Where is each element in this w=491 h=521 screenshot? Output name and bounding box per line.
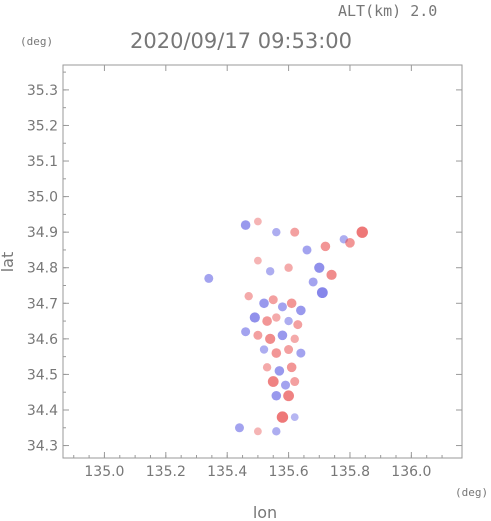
data-point	[262, 363, 272, 372]
x-tick-label: 135.0	[84, 464, 124, 480]
data-point	[262, 316, 272, 326]
data-point	[234, 423, 244, 433]
data-point	[302, 245, 312, 255]
x-tick-label: 135.4	[207, 464, 247, 480]
data-point	[290, 413, 299, 421]
x-tick-label: 136.0	[391, 464, 431, 480]
data-point	[290, 334, 299, 344]
data-point	[240, 220, 251, 230]
data-point	[284, 345, 294, 355]
data-point	[283, 390, 294, 402]
y-tick-label: 35.2	[27, 118, 58, 134]
data-point	[356, 226, 368, 238]
data-point	[249, 312, 260, 323]
x-axis-title: lon	[253, 503, 277, 521]
data-point	[290, 377, 300, 387]
data-point	[272, 313, 281, 322]
x-tick-label: 135.8	[330, 464, 370, 480]
altitude-label: ALT(km) 2.0	[338, 2, 437, 20]
y-tick-label: 34.8	[27, 261, 58, 277]
data-point	[244, 291, 253, 301]
data-point	[276, 411, 289, 423]
data-point	[253, 217, 262, 226]
y-tick-label: 34.6	[27, 332, 58, 348]
data-point	[281, 380, 291, 390]
data-point	[320, 241, 331, 252]
y-tick-label: 35.3	[27, 83, 58, 99]
y-tick-label: 34.3	[27, 439, 58, 455]
data-point	[259, 345, 269, 354]
data-point	[271, 390, 282, 401]
data-point	[277, 302, 287, 312]
data-point	[286, 362, 297, 373]
data-point	[265, 333, 276, 344]
y-axis-title: lat	[0, 252, 17, 273]
data-point	[204, 273, 214, 283]
data-point	[296, 348, 306, 358]
data-point	[308, 277, 318, 287]
data-point	[326, 269, 337, 280]
data-point	[253, 427, 262, 436]
x-axis: 135.0 135.2 135.4 135.6 135.8 136.0	[73, 65, 443, 480]
data-point	[284, 263, 293, 272]
y-tick-label: 35.0	[27, 190, 58, 206]
x-tick-label: 135.6	[269, 464, 309, 480]
data-point	[253, 256, 262, 265]
y-tick-label: 34.5	[27, 367, 58, 383]
y-unit-label: (deg)	[20, 35, 53, 48]
data-points	[204, 217, 368, 436]
plot-frame	[62, 64, 463, 459]
y-tick-label: 35.1	[27, 154, 58, 170]
data-point	[259, 298, 269, 309]
data-point	[316, 287, 328, 299]
data-point	[272, 427, 281, 436]
data-point	[274, 366, 285, 376]
data-point	[296, 305, 306, 316]
data-point	[277, 330, 288, 341]
data-point	[271, 348, 282, 358]
data-point	[265, 267, 275, 276]
y-tick-label: 34.4	[27, 403, 58, 419]
x-unit-label: (deg)	[455, 486, 488, 499]
data-point	[267, 376, 279, 387]
data-point	[290, 227, 300, 237]
data-point	[314, 262, 325, 273]
data-point	[293, 320, 303, 330]
y-tick-label: 34.9	[27, 225, 58, 241]
data-point	[272, 227, 281, 237]
chart-title: 2020/09/17 09:53:00	[130, 29, 352, 53]
x-tick-label: 135.2	[146, 464, 186, 480]
data-point	[268, 295, 278, 305]
data-point	[284, 316, 293, 326]
y-tick-label: 34.7	[27, 296, 58, 312]
data-point	[286, 298, 297, 309]
data-point	[345, 238, 355, 248]
y-axis: 34.3 34.4 34.5 34.6 34.7 34.8 34.9 35.0 35.1 35.2…	[27, 71, 462, 455]
data-point	[253, 330, 263, 340]
data-point	[241, 327, 251, 337]
